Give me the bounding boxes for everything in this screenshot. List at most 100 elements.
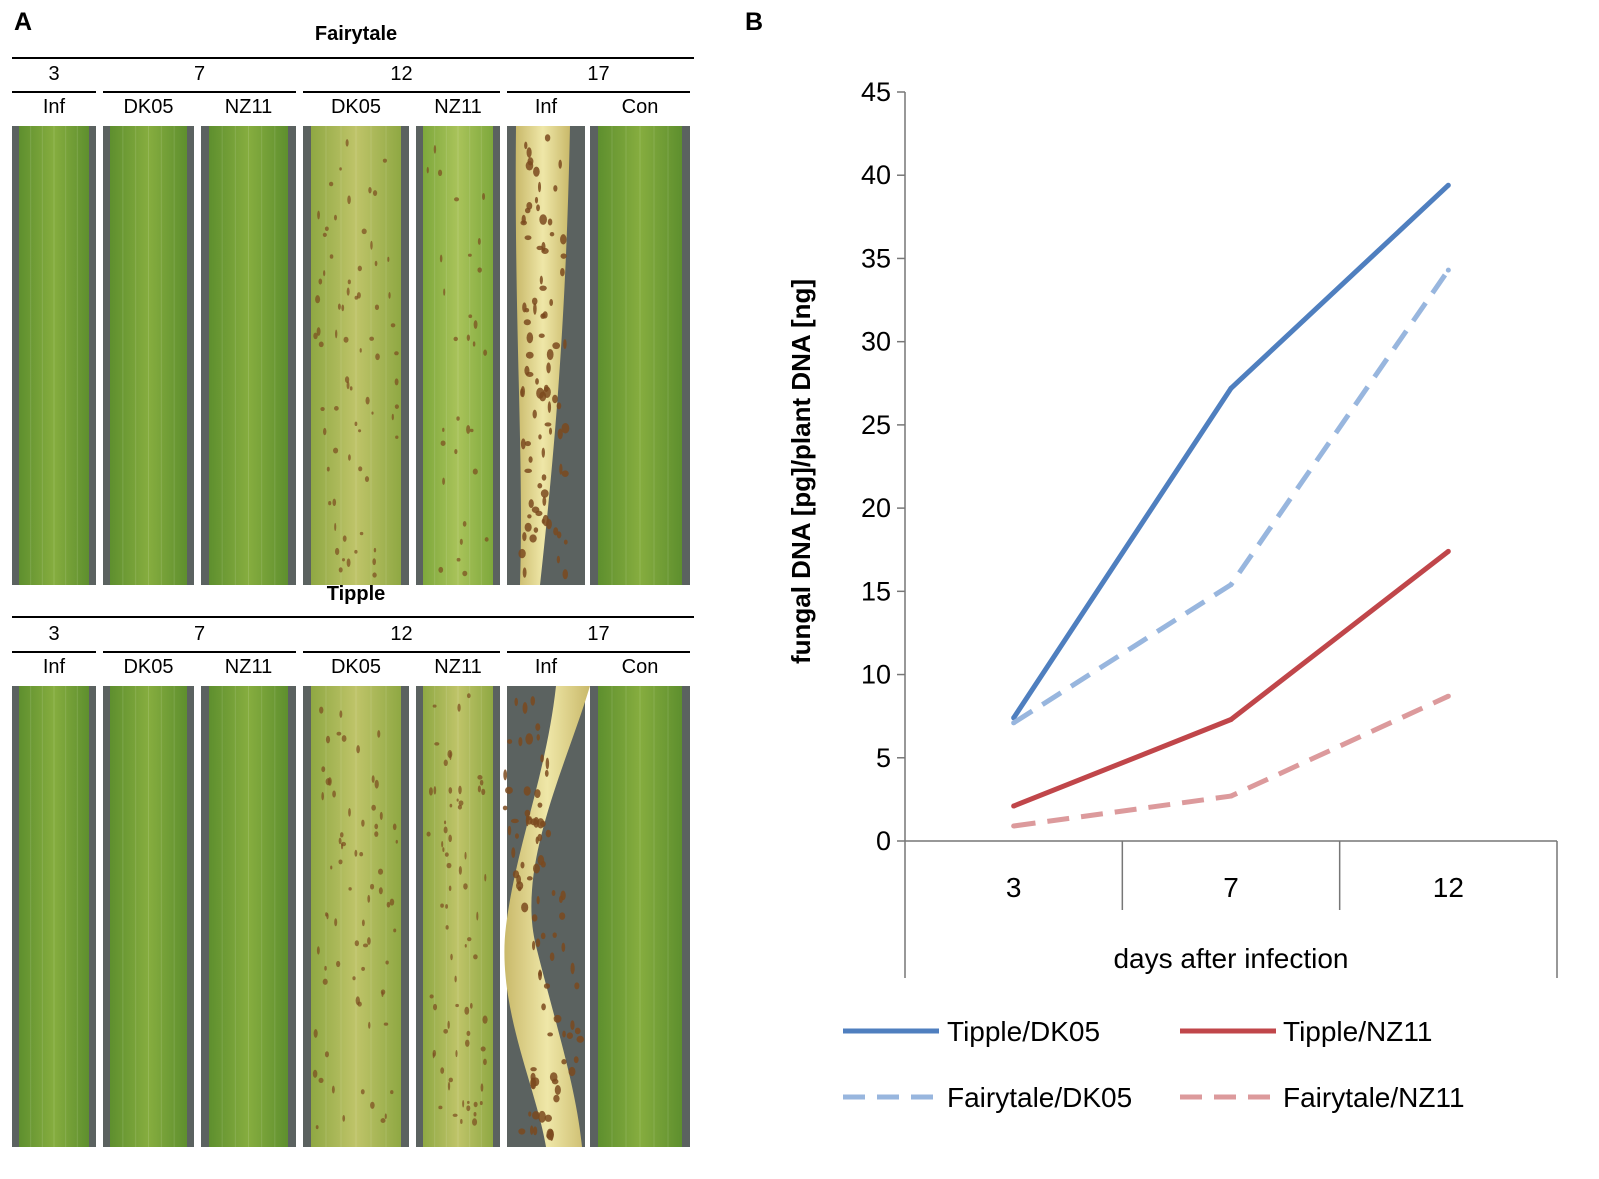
lesion-spot [536, 734, 540, 741]
lesion-spot [472, 341, 476, 347]
lesion-spot [357, 1001, 362, 1007]
lesion-spot [518, 1128, 526, 1135]
lesion-spot [361, 228, 367, 235]
y-tick-label: 35 [861, 243, 891, 273]
lesion-spot [477, 775, 483, 780]
lesion-spot [323, 427, 327, 436]
lesion-spot [315, 1125, 319, 1130]
lesion-spot [339, 832, 344, 838]
lesion-spot [538, 333, 545, 338]
lesion-spot [537, 181, 542, 193]
lesion-spot [374, 304, 380, 311]
fairytale-day-label: 17 [587, 63, 609, 85]
lesion-spot [457, 804, 463, 810]
lesion-spot [346, 558, 351, 568]
x-tick-label: 7 [1223, 872, 1239, 903]
lesion-spot [361, 819, 365, 827]
lesion-spot [549, 1072, 558, 1082]
y-tick-label: 30 [861, 327, 891, 357]
lesion-spot [466, 424, 471, 434]
lesion-spot [386, 901, 391, 908]
x-tick-label: 3 [1006, 872, 1022, 903]
lesion-spot [536, 896, 540, 905]
lesion-spot [374, 831, 379, 837]
lesion-spot [325, 778, 331, 786]
lesion-spot [443, 288, 446, 296]
lesion-spot [374, 779, 379, 789]
lesion-spot [343, 336, 349, 343]
lesion-spot [512, 870, 520, 879]
lesion-spot [558, 895, 563, 904]
lesion-spot [524, 441, 531, 447]
lesion-spot [539, 214, 547, 225]
lesion-spot [517, 886, 522, 892]
series-line-tipple-dk05 [1011, 183, 1451, 720]
lesion-spot [455, 1050, 458, 1058]
data-point-fairytale-dk05 [1011, 720, 1017, 726]
lesion-spot [447, 1081, 451, 1091]
lesion-spot [568, 1066, 576, 1077]
tipple-day-label: 12 [390, 623, 412, 645]
lesion-spot [371, 804, 376, 811]
lesion-spot [354, 549, 358, 554]
lesion-spot [530, 1125, 534, 1135]
lesion-spot [540, 820, 546, 827]
lesion-spot [541, 474, 547, 481]
lesion-spot [557, 428, 563, 440]
lesion-spot [444, 852, 449, 857]
lesion-spot [527, 514, 532, 519]
lesion-spot [338, 837, 342, 845]
lesion-spot [432, 704, 437, 708]
lesion-spot [362, 943, 369, 948]
lesion-spot [349, 386, 353, 391]
lesion-spot [561, 470, 569, 477]
lesion-spot [434, 742, 440, 746]
lesion-spot [443, 1028, 449, 1034]
lesion-spot [357, 265, 362, 272]
lesion-spot [518, 548, 526, 559]
lesion-spot [441, 840, 444, 848]
lesion-spot [484, 873, 487, 882]
lesion-spot [368, 186, 372, 194]
lesion-spot [313, 332, 318, 340]
data-point-tipple-nz11 [1445, 548, 1451, 554]
lesion-spot [531, 297, 538, 305]
lesion-spot [532, 1126, 538, 1136]
lesion-spot [545, 757, 550, 770]
lesion-spot [352, 976, 356, 981]
lesion-spot [333, 214, 337, 221]
lesion-spot [442, 477, 445, 486]
lesion-spot [558, 159, 562, 169]
lesion-spot [537, 802, 543, 808]
lesion-spot [391, 413, 394, 421]
lesion-spot [526, 332, 534, 344]
lesion-spot [554, 1085, 561, 1095]
lesion-spot [450, 953, 453, 961]
lesion-spot [334, 547, 340, 556]
lesion-spot [473, 1111, 477, 1117]
lesion-spot [370, 1101, 375, 1109]
lesion-spot [325, 912, 328, 917]
tipple-leaf-healthy [209, 686, 288, 1147]
lesion-spot [484, 537, 489, 542]
lesion-spot [383, 1022, 389, 1026]
lesion-spot [533, 302, 537, 315]
tipple-leaf-diseased [504, 686, 590, 1147]
lesion-spot [560, 268, 565, 277]
lesion-spot [503, 769, 508, 781]
fairytale-leaf-healthy [110, 126, 187, 585]
lesion-spot [469, 1002, 473, 1009]
lesion-spot [522, 702, 528, 714]
lesion-spot [477, 785, 481, 793]
lesion-spot [483, 349, 488, 356]
lesion-spot [346, 381, 350, 390]
lesion-spot [373, 547, 377, 553]
lesion-spot [566, 1032, 574, 1040]
lesion-spot [452, 1113, 458, 1117]
lesion-spot [465, 1039, 470, 1047]
lesion-spot [532, 863, 541, 874]
tipple-leaf-label: NZ11 [225, 656, 272, 678]
lesion-spot [365, 396, 370, 405]
lesion-spot [382, 158, 388, 163]
lesion-spot [456, 557, 461, 562]
